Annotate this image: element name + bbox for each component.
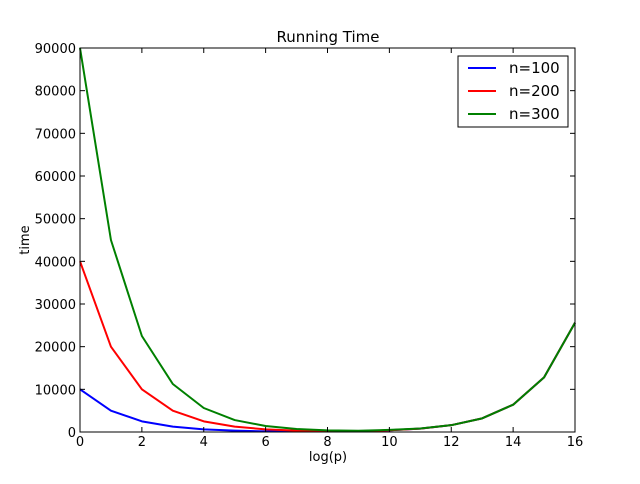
- series-line-1: [79, 322, 576, 433]
- y-tick-label: 10000: [35, 383, 76, 398]
- legend-label-1: n=100: [509, 59, 560, 77]
- y-tick-label: 0: [68, 426, 76, 441]
- x-tick-label: 12: [443, 435, 460, 450]
- series-line-2: [79, 260, 576, 433]
- y-tick-label: 70000: [35, 127, 76, 142]
- y-tick-label: 60000: [35, 170, 76, 185]
- y-tick-label: 40000: [35, 255, 76, 270]
- y-tick-label: 90000: [35, 42, 76, 57]
- x-tick-label: 4: [200, 435, 208, 450]
- chart-title: Running Time: [277, 28, 380, 46]
- y-tick-label: 50000: [35, 213, 76, 228]
- x-axis-title: log(p): [309, 450, 347, 465]
- legend-label-2: n=200: [509, 82, 560, 100]
- y-tick-label: 80000: [35, 85, 76, 100]
- x-tick-label: 16: [567, 435, 584, 450]
- legend: n=100 n=200 n=300: [457, 55, 569, 128]
- x-axis: 0 2 4 6 8 10 12 14 16: [76, 48, 583, 450]
- y-tick-label: 20000: [35, 341, 76, 356]
- x-tick-label: 2: [138, 435, 146, 450]
- x-tick-label: 10: [381, 435, 398, 450]
- y-tick-label: 30000: [35, 298, 76, 313]
- x-tick-label: 14: [505, 435, 522, 450]
- x-tick-label: 8: [323, 435, 331, 450]
- x-tick-label: 0: [76, 435, 84, 450]
- x-tick-label: 6: [261, 435, 269, 450]
- legend-label-3: n=300: [509, 105, 560, 123]
- y-axis-title: time: [18, 225, 33, 254]
- y-axis: 0 10000 20000 30000 40000 50000 60000 70000 8000…: [35, 42, 575, 441]
